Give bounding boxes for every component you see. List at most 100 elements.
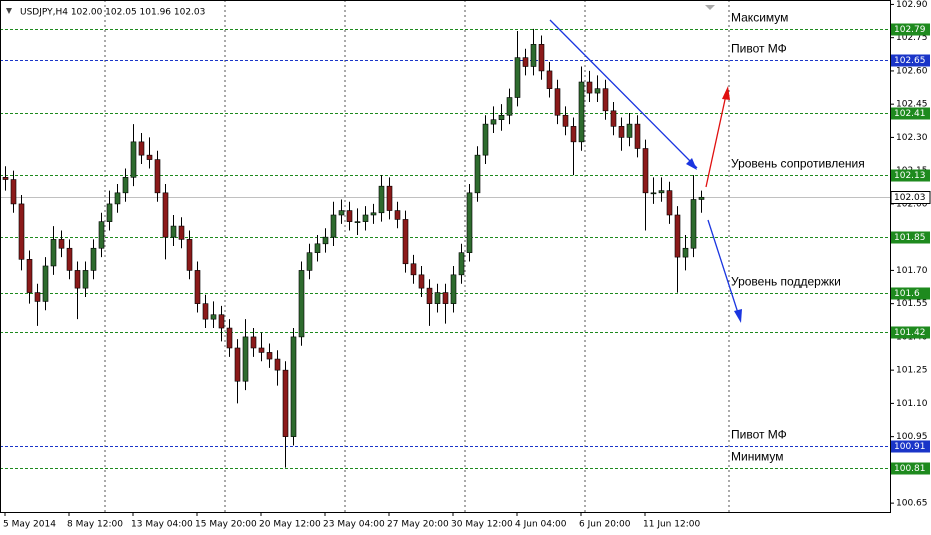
candle-body	[634, 123, 641, 149]
level-note: Минимум	[731, 450, 784, 464]
candle-body	[602, 88, 609, 112]
level-price-box	[891, 326, 930, 339]
candle-body	[282, 369, 289, 437]
y-tick-label: 102.60	[896, 66, 928, 76]
level-price-box	[891, 23, 930, 36]
level-price-label: 102.79	[894, 25, 926, 35]
candle-body	[82, 270, 89, 289]
candle-body	[530, 44, 537, 67]
y-tick-label: 102.90	[896, 0, 928, 10]
candle-body	[370, 212, 377, 216]
candle-body	[274, 358, 281, 371]
y-tick-label: 100.65	[896, 499, 928, 509]
level-price-box	[891, 107, 930, 120]
candle-body	[450, 274, 457, 304]
candle-body	[586, 81, 593, 94]
candle-body	[554, 88, 561, 116]
candle-body	[290, 336, 297, 437]
candle-body	[138, 141, 145, 156]
candle-body	[394, 210, 401, 220]
candle-body	[474, 154, 481, 194]
y-tick-label: 101.10	[896, 399, 928, 409]
level-price-box	[891, 231, 930, 244]
candle-body	[378, 185, 385, 214]
candle-body	[690, 199, 697, 249]
level-price-box	[891, 287, 930, 300]
candle-body	[610, 110, 617, 127]
candle-body	[154, 159, 161, 194]
candle-body	[442, 292, 449, 304]
candle-body	[146, 154, 153, 160]
candle-body	[258, 347, 265, 353]
candle-body	[674, 214, 681, 258]
level-price-box	[891, 169, 930, 182]
plot-frame	[0, 0, 891, 513]
arrow-head	[686, 158, 697, 170]
candle-body	[402, 219, 409, 265]
x-tick-label: 11 Jun 12:00	[643, 520, 700, 530]
x-tick-label: 20 May 12:00	[259, 520, 321, 530]
y-tick-label: 101.25	[896, 366, 928, 376]
candle-body	[514, 57, 521, 98]
level-price-box	[891, 54, 930, 67]
candle-body	[242, 336, 249, 382]
y-tick-label: 100.95	[896, 432, 928, 442]
candle-body	[2, 177, 9, 180]
candle-body	[618, 126, 625, 138]
candle-body	[698, 196, 705, 200]
title-icon	[6, 8, 12, 14]
candle-body	[338, 210, 345, 216]
candle-body	[178, 225, 185, 240]
y-tick-label: 102.30	[896, 133, 928, 143]
candle-body	[194, 270, 201, 304]
level-price-label: 101.6	[894, 289, 920, 299]
candle-body	[26, 259, 33, 293]
candle-body	[594, 88, 601, 94]
x-tick-label: 13 May 04:00	[131, 520, 193, 530]
candle-body	[226, 327, 233, 349]
candle-body	[322, 236, 329, 245]
candle-body	[498, 114, 505, 120]
x-tick-label: 5 May 2014	[3, 520, 56, 530]
candle-body	[162, 192, 169, 238]
candle-body	[650, 192, 657, 195]
level-price-box	[891, 440, 930, 453]
x-tick-label: 30 May 12:00	[451, 520, 513, 530]
arrow-head	[722, 86, 730, 100]
x-tick-label: 6 Jun 20:00	[579, 520, 631, 530]
x-tick-label: 4 Jun 04:00	[515, 520, 567, 530]
candle-body	[298, 270, 305, 338]
candle-body	[50, 239, 57, 267]
candle-body	[186, 239, 193, 271]
down-arrow	[707, 219, 739, 314]
candle-body	[130, 141, 137, 178]
candle-body	[578, 81, 585, 143]
candle-body	[314, 243, 321, 253]
candle-body	[250, 336, 257, 349]
candle-body	[426, 287, 433, 304]
candle-body	[482, 123, 489, 156]
candle-body	[642, 148, 649, 194]
candle-body	[490, 119, 497, 125]
candle-body	[434, 292, 441, 304]
candle-body	[362, 214, 369, 222]
candle-body	[266, 352, 273, 360]
candle-body	[682, 247, 689, 258]
x-tick-label: 27 May 20:00	[387, 520, 449, 530]
candle-body	[538, 44, 545, 72]
up-arrow	[705, 94, 727, 188]
candle-body	[386, 185, 393, 211]
candle-body	[410, 263, 417, 276]
candle-body	[346, 210, 353, 222]
candle-body	[58, 239, 65, 249]
arrow-head	[734, 309, 742, 323]
candle-body	[234, 347, 241, 382]
chart-title: USDJPY,H4 102.00 102.05 101.96 102.03	[20, 8, 205, 18]
level-note: Максимум	[731, 11, 788, 25]
candle-body	[98, 221, 105, 249]
level-price-box	[891, 462, 930, 475]
y-tick-label: 101.55	[896, 299, 928, 309]
level-price-label: 101.85	[894, 233, 926, 243]
level-note: Пивот МФ	[731, 428, 787, 442]
